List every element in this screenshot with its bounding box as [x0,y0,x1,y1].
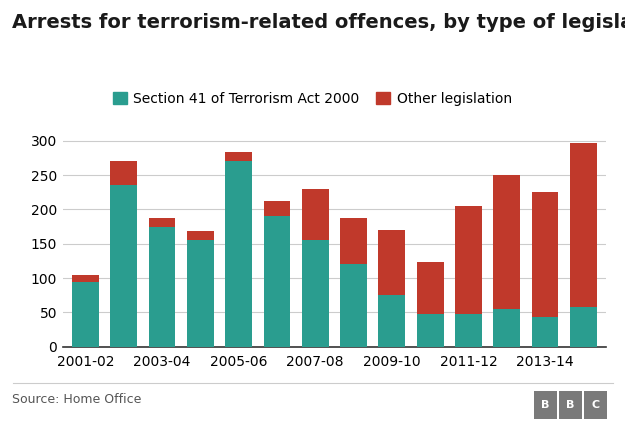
Bar [378,295,405,347]
Bar [532,317,558,347]
Bar [264,201,291,216]
Bar [264,216,291,347]
Text: B: B [541,400,550,410]
Bar [149,217,176,227]
Text: C: C [591,400,600,410]
Bar [149,227,176,347]
Bar [72,282,99,347]
Bar [455,206,482,314]
Bar [493,175,520,309]
Bar [187,240,214,347]
Bar [340,217,367,264]
Bar [187,231,214,240]
Bar [417,314,444,347]
Bar [72,275,99,282]
Text: B: B [566,400,575,410]
Bar [340,264,367,347]
Text: Source: Home Office: Source: Home Office [12,393,142,406]
Legend: Section 41 of Terrorism Act 2000, Other legislation: Section 41 of Terrorism Act 2000, Other … [112,91,512,106]
Bar [570,143,597,307]
Bar [302,240,329,347]
Bar [455,314,482,347]
Bar [493,309,520,347]
Bar [302,189,329,240]
Bar [225,152,252,161]
Bar [417,262,444,314]
Bar [532,192,558,317]
Bar [111,161,137,185]
Bar [225,161,252,347]
Bar [378,230,405,295]
Bar [570,307,597,347]
Text: Arrests for terrorism-related offences, by type of legislation: Arrests for terrorism-related offences, … [12,13,625,32]
Bar [111,185,137,347]
